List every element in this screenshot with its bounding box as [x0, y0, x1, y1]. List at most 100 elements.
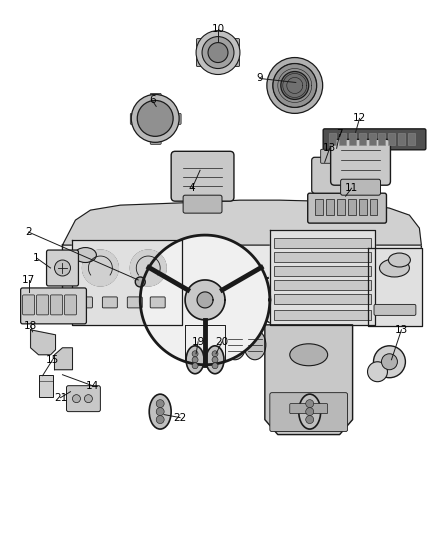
Circle shape: [131, 94, 179, 142]
FancyBboxPatch shape: [197, 38, 208, 49]
Bar: [339, 133, 346, 146]
FancyBboxPatch shape: [183, 195, 222, 213]
Text: 21: 21: [54, 393, 67, 402]
Text: 12: 12: [353, 114, 366, 123]
Circle shape: [267, 58, 323, 114]
Circle shape: [72, 394, 81, 402]
Bar: [378, 133, 385, 146]
FancyBboxPatch shape: [150, 133, 161, 144]
Ellipse shape: [244, 330, 266, 360]
Text: 18: 18: [24, 321, 37, 331]
Circle shape: [306, 408, 314, 416]
Circle shape: [306, 400, 314, 408]
FancyBboxPatch shape: [130, 114, 141, 124]
FancyBboxPatch shape: [312, 157, 357, 193]
Text: 20: 20: [215, 337, 229, 347]
Polygon shape: [72, 240, 182, 325]
FancyBboxPatch shape: [197, 56, 208, 67]
Bar: [368, 133, 375, 146]
Ellipse shape: [224, 330, 246, 360]
Bar: [399, 133, 406, 146]
FancyBboxPatch shape: [78, 297, 92, 308]
Text: 19: 19: [191, 337, 205, 347]
Bar: [408, 133, 415, 146]
Text: 9: 9: [257, 74, 263, 84]
Circle shape: [196, 30, 240, 75]
Polygon shape: [367, 248, 422, 326]
FancyBboxPatch shape: [228, 56, 240, 67]
Circle shape: [281, 71, 309, 100]
Bar: [274, 294, 371, 304]
FancyBboxPatch shape: [171, 151, 234, 201]
Polygon shape: [265, 325, 353, 434]
Circle shape: [202, 37, 234, 69]
FancyBboxPatch shape: [331, 139, 390, 185]
Text: 2: 2: [25, 227, 32, 237]
Text: 11: 11: [345, 183, 358, 193]
Text: 17: 17: [22, 275, 35, 285]
Circle shape: [192, 363, 198, 369]
Circle shape: [208, 43, 228, 62]
FancyBboxPatch shape: [23, 295, 35, 315]
Text: 4: 4: [189, 183, 195, 193]
FancyBboxPatch shape: [170, 114, 181, 124]
Circle shape: [54, 260, 71, 276]
Polygon shape: [185, 325, 225, 360]
FancyBboxPatch shape: [21, 288, 86, 324]
Polygon shape: [197, 292, 213, 308]
FancyBboxPatch shape: [46, 250, 78, 286]
FancyBboxPatch shape: [150, 93, 161, 104]
FancyBboxPatch shape: [127, 297, 142, 308]
Bar: [314, 199, 323, 215]
Polygon shape: [82, 250, 118, 286]
Bar: [348, 199, 356, 215]
Bar: [359, 199, 367, 215]
FancyBboxPatch shape: [290, 403, 328, 414]
Polygon shape: [63, 245, 421, 325]
Bar: [349, 133, 356, 146]
Bar: [274, 238, 371, 248]
Ellipse shape: [299, 394, 321, 429]
FancyBboxPatch shape: [374, 304, 416, 316]
Circle shape: [374, 346, 406, 378]
Bar: [274, 252, 371, 262]
FancyBboxPatch shape: [64, 295, 77, 315]
Circle shape: [367, 362, 388, 382]
Circle shape: [156, 416, 164, 424]
FancyBboxPatch shape: [50, 295, 63, 315]
Circle shape: [212, 351, 218, 357]
FancyBboxPatch shape: [308, 193, 386, 223]
Text: 7: 7: [336, 130, 343, 139]
FancyBboxPatch shape: [341, 179, 381, 195]
Circle shape: [137, 100, 173, 136]
Text: 13: 13: [323, 143, 336, 154]
Polygon shape: [185, 280, 225, 320]
Polygon shape: [63, 200, 421, 245]
Bar: [389, 133, 396, 146]
Text: 1: 1: [33, 253, 40, 263]
Bar: [326, 199, 334, 215]
Ellipse shape: [74, 247, 96, 263]
Circle shape: [192, 357, 198, 363]
Circle shape: [85, 394, 92, 402]
FancyBboxPatch shape: [270, 393, 348, 432]
Polygon shape: [31, 330, 56, 355]
Text: 14: 14: [86, 381, 99, 391]
Circle shape: [212, 363, 218, 369]
Circle shape: [212, 357, 218, 363]
Circle shape: [306, 416, 314, 424]
Ellipse shape: [149, 394, 171, 429]
Text: 13: 13: [395, 325, 408, 335]
Bar: [337, 199, 345, 215]
Bar: [359, 133, 366, 146]
Text: 6: 6: [149, 95, 155, 106]
Bar: [39, 375, 53, 397]
Bar: [328, 133, 336, 146]
FancyBboxPatch shape: [102, 297, 117, 308]
Ellipse shape: [206, 346, 224, 374]
FancyBboxPatch shape: [321, 149, 349, 163]
FancyBboxPatch shape: [37, 295, 49, 315]
Ellipse shape: [379, 259, 410, 277]
Circle shape: [381, 354, 397, 370]
Bar: [274, 310, 371, 320]
